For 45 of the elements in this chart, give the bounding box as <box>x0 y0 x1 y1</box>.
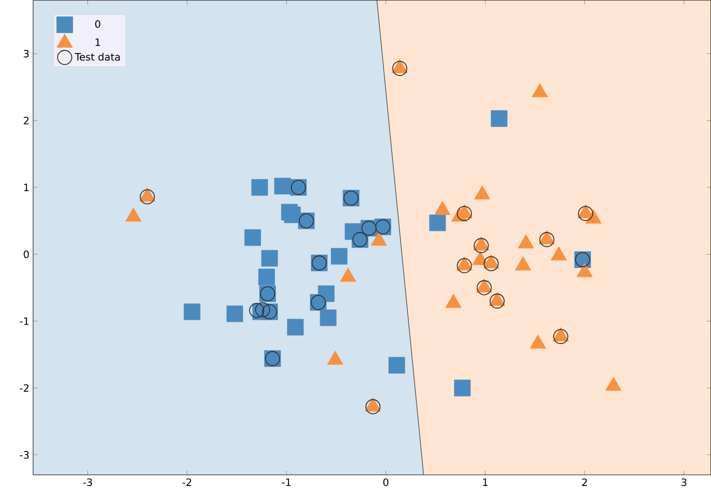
y-tick-label: 3 <box>24 50 29 58</box>
y-tick-label: 2 <box>24 116 28 124</box>
y-tick-label: -3 <box>20 450 29 458</box>
x-tick-label: -2 <box>182 478 192 486</box>
point <box>476 280 492 295</box>
point <box>456 206 472 221</box>
point <box>251 178 268 196</box>
point <box>490 110 508 127</box>
x-tick-label: 0 <box>383 478 388 486</box>
point <box>484 256 499 271</box>
point <box>261 250 278 266</box>
point <box>429 214 446 231</box>
legend-label: 0 <box>95 20 100 28</box>
point <box>255 302 270 318</box>
y-tick-label: -1 <box>20 317 29 325</box>
point <box>330 248 348 264</box>
legend-label: 1 <box>96 38 100 46</box>
point <box>388 356 406 374</box>
y-tick-label: 1 <box>24 183 29 191</box>
point <box>140 189 155 204</box>
x-tick-label: -1 <box>282 478 291 486</box>
point <box>392 60 408 76</box>
x-tick-label: 2 <box>582 478 587 486</box>
x-tick-label: 1 <box>483 478 488 486</box>
point <box>578 206 594 221</box>
x-tick-label: -3 <box>83 478 92 486</box>
point <box>456 258 472 273</box>
point <box>474 238 489 253</box>
y-tick-label: -2 <box>20 384 28 392</box>
point <box>244 229 261 246</box>
x-tick-label: 3 <box>682 478 686 486</box>
point <box>284 206 301 223</box>
y-tick-label: 0 <box>24 250 29 258</box>
point <box>320 309 336 326</box>
point <box>454 379 471 396</box>
point <box>258 268 275 286</box>
point <box>490 293 505 308</box>
point <box>184 303 200 320</box>
point <box>226 305 244 322</box>
point <box>539 232 554 247</box>
legend-label: Test data <box>74 52 120 60</box>
point <box>287 318 304 336</box>
point <box>249 302 264 318</box>
point <box>274 178 291 194</box>
point <box>365 398 380 414</box>
